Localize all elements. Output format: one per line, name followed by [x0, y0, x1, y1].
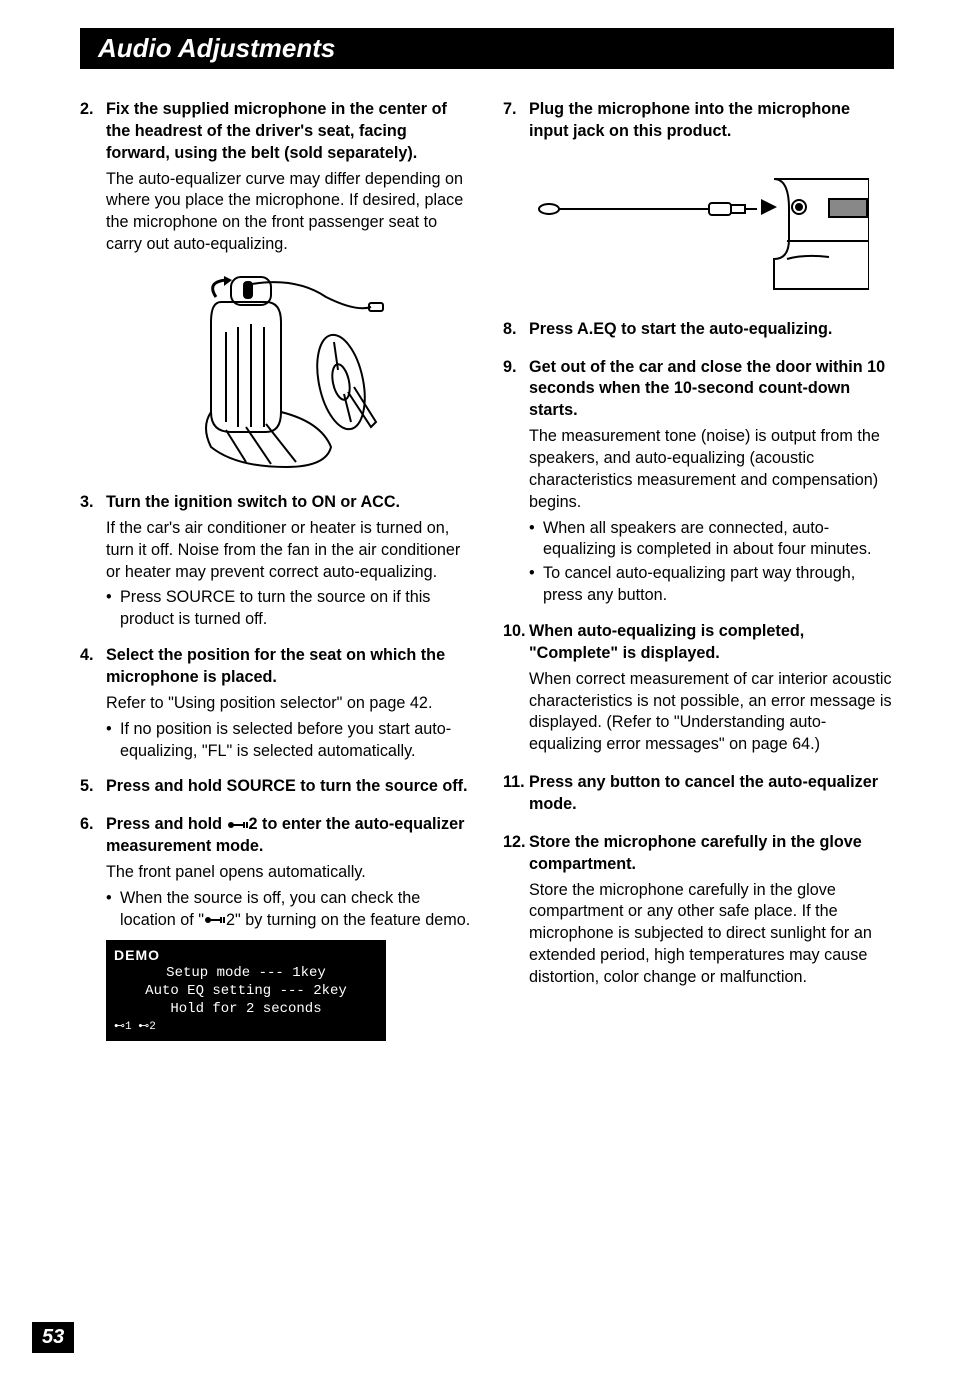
step-10: 10. When auto-equalizing is completed, "…: [503, 621, 894, 760]
bullet-mark: •: [529, 518, 543, 562]
demo-line-1: Setup mode --- 1key: [114, 964, 378, 982]
bullet-text: When the source is off, you can check th…: [120, 888, 471, 932]
step-3: 3. Turn the ignition switch to ON or ACC…: [80, 492, 471, 633]
step-2: 2. Fix the supplied microphone in the ce…: [80, 99, 471, 260]
step-body: Plug the microphone into the microphone …: [529, 99, 894, 147]
step-5: 5. Press and hold SOURCE to turn the sou…: [80, 776, 471, 802]
bullet: • To cancel auto-equalizing part way thr…: [529, 563, 894, 607]
step-8: 8. Press A.EQ to start the auto-equalizi…: [503, 319, 894, 345]
step-title: When auto-equalizing is completed, "Comp…: [529, 621, 894, 665]
step-title: Press and hold SOURCE to turn the source…: [106, 776, 471, 798]
step-11: 11. Press any button to cancel the auto-…: [503, 772, 894, 820]
step-number: 8.: [503, 319, 529, 345]
step-text: The front panel opens automatically.: [106, 862, 471, 884]
left-column: 2. Fix the supplied microphone in the ce…: [80, 99, 471, 1053]
step-title-part-a: Press and hold: [106, 815, 227, 833]
step-body: Press and hold SOURCE to turn the source…: [106, 776, 471, 802]
step-title: Select the position for the seat on whic…: [106, 645, 471, 689]
bullet: • When all speakers are connected, auto-…: [529, 518, 894, 562]
key-icon: [227, 820, 249, 830]
demo-line-2: Auto EQ setting --- 2key: [114, 982, 378, 1000]
jack-diagram: [529, 159, 869, 299]
step-body: Store the microphone carefully in the gl…: [529, 832, 894, 993]
bullet-text: Press SOURCE to turn the source on if th…: [120, 587, 471, 631]
step-body: Press A.EQ to start the auto-equalizing.: [529, 319, 894, 345]
section-header: Audio Adjustments: [80, 28, 894, 69]
key-icon: [204, 915, 226, 925]
step-number: 10.: [503, 621, 529, 760]
step-number: 12.: [503, 832, 529, 993]
bullet: • Press SOURCE to turn the source on if …: [106, 587, 471, 631]
step-number: 2.: [80, 99, 106, 260]
step-title: Press and hold 2 to enter the auto-equal…: [106, 814, 471, 858]
step-9: 9. Get out of the car and close the door…: [503, 357, 894, 609]
step-number: 6.: [80, 814, 106, 1040]
seat-diagram: [156, 272, 396, 472]
demo-label: DEMO: [114, 946, 378, 964]
step-number: 3.: [80, 492, 106, 633]
step-6: 6. Press and hold 2 to enter the auto-eq…: [80, 814, 471, 1040]
demo-display: DEMO Setup mode --- 1key Auto EQ setting…: [106, 940, 386, 1041]
step-title: Get out of the car and close the door wi…: [529, 357, 894, 423]
bullet-text: If no position is selected before you st…: [120, 719, 471, 763]
step-number: 7.: [503, 99, 529, 147]
bullet-mark: •: [106, 888, 120, 932]
step-title: Store the microphone carefully in the gl…: [529, 832, 894, 876]
right-column: 7. Plug the microphone into the micropho…: [503, 99, 894, 1053]
step-title: Turn the ignition switch to ON or ACC.: [106, 492, 471, 514]
step-text: The measurement tone (noise) is output f…: [529, 426, 894, 513]
page-number: 53: [32, 1322, 74, 1353]
step-number: 9.: [503, 357, 529, 609]
bullet-text-b: 2" by turning on the feature demo.: [226, 911, 470, 929]
step-body: Press and hold 2 to enter the auto-equal…: [106, 814, 471, 1040]
step-title: Press any button to cancel the auto-equa…: [529, 772, 894, 816]
step-body: Get out of the car and close the door wi…: [529, 357, 894, 609]
page-content: 2. Fix the supplied microphone in the ce…: [80, 99, 894, 1053]
step-body: Select the position for the seat on whic…: [106, 645, 471, 764]
bullet-text: To cancel auto-equalizing part way throu…: [543, 563, 894, 607]
step-title: Fix the supplied microphone in the cente…: [106, 99, 471, 165]
bullet-mark: •: [106, 719, 120, 763]
bullet-mark: •: [529, 563, 543, 607]
step-title: Press A.EQ to start the auto-equalizing.: [529, 319, 894, 341]
demo-footer: ⊷1 ⊷2: [114, 1020, 378, 1034]
bullet-text: When all speakers are connected, auto-eq…: [543, 518, 894, 562]
step-4: 4. Select the position for the seat on w…: [80, 645, 471, 764]
step-12: 12. Store the microphone carefully in th…: [503, 832, 894, 993]
demo-line-3: Hold for 2 seconds: [114, 1000, 378, 1018]
step-body: When auto-equalizing is completed, "Comp…: [529, 621, 894, 760]
bullet: • When the source is off, you can check …: [106, 888, 471, 932]
step-text: Store the microphone carefully in the gl…: [529, 880, 894, 989]
step-text: Refer to "Using position selector" on pa…: [106, 693, 471, 715]
step-text: When correct measurement of car interior…: [529, 669, 894, 756]
step-7: 7. Plug the microphone into the micropho…: [503, 99, 894, 147]
step-body: Fix the supplied microphone in the cente…: [106, 99, 471, 260]
step-body: Turn the ignition switch to ON or ACC. I…: [106, 492, 471, 633]
bullet: • If no position is selected before you …: [106, 719, 471, 763]
step-text: The auto-equalizer curve may differ depe…: [106, 169, 471, 256]
step-body: Press any button to cancel the auto-equa…: [529, 772, 894, 820]
step-number: 5.: [80, 776, 106, 802]
step-title: Plug the microphone into the microphone …: [529, 99, 894, 143]
bullet-mark: •: [106, 587, 120, 631]
step-number: 11.: [503, 772, 529, 820]
step-text: If the car's air conditioner or heater i…: [106, 518, 471, 584]
step-number: 4.: [80, 645, 106, 764]
